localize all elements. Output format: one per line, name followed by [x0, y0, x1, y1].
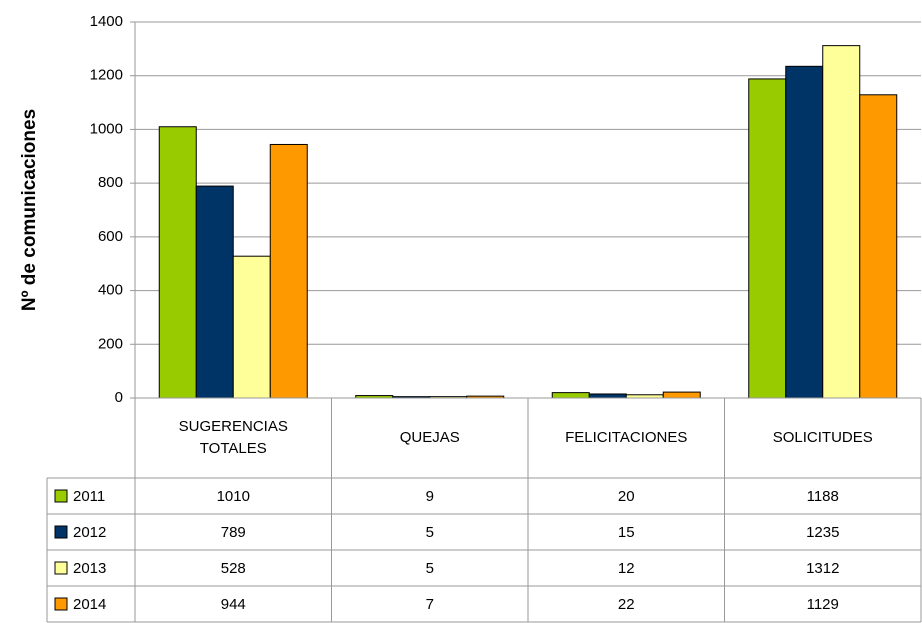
legend-label: 2014: [73, 596, 106, 613]
table-value: 5: [426, 560, 434, 577]
x-tick-label-box: SUGERENCIAS TOTALES: [178, 418, 288, 457]
y-tick-label: 1000: [90, 120, 123, 137]
bar: [232, 255, 271, 399]
table-value: 12: [618, 560, 635, 577]
x-tick-label-box: QUEJAS: [399, 429, 460, 446]
legend-swatch: [54, 597, 68, 611]
bar: [195, 185, 234, 399]
table-value: 1188: [807, 488, 839, 505]
bar: [748, 78, 787, 399]
x-tick-label: SUGERENCIAS TOTALES: [178, 418, 288, 457]
x-tick-label-box: SOLICITUDES: [772, 429, 873, 446]
table-value: 528: [221, 560, 246, 577]
table-value: 1010: [217, 488, 250, 505]
table-value: 5: [426, 524, 434, 541]
legend-label: 2012: [73, 524, 106, 541]
legend-swatch: [54, 561, 68, 575]
table-value: 7: [426, 596, 434, 613]
legend-swatch: [54, 489, 68, 503]
x-tick-label-box: FELICITACIONES: [565, 429, 688, 446]
legend-label: 2011: [73, 488, 105, 505]
y-tick-label: 0: [115, 389, 123, 406]
bar: [269, 143, 308, 399]
x-tick-label: SOLICITUDES: [772, 429, 873, 446]
legend-swatch: [54, 525, 68, 539]
table-value: 944: [221, 596, 246, 613]
bar: [158, 126, 197, 399]
y-tick-label: 1400: [90, 13, 123, 30]
bar: [822, 45, 861, 399]
legend-label: 2013: [73, 560, 106, 577]
x-tick-label: QUEJAS: [399, 429, 460, 446]
table-value: 15: [618, 524, 635, 541]
y-tick-label: 800: [98, 174, 123, 191]
table-value: 1235: [806, 524, 839, 541]
table-value: 9: [426, 488, 434, 505]
bar: [859, 94, 898, 399]
table-value: 1129: [807, 596, 839, 613]
y-tick-label: 1200: [90, 67, 123, 84]
table-value: 20: [618, 488, 635, 505]
y-axis-label: Nº de comunicaciones: [19, 109, 40, 311]
table-value: 1312: [806, 560, 839, 577]
table-value: 22: [618, 596, 635, 613]
x-tick-label: FELICITACIONES: [565, 429, 688, 446]
y-tick-label: 600: [98, 228, 123, 245]
y-tick-label: 400: [98, 282, 123, 299]
table-value: 789: [221, 524, 246, 541]
bar: [785, 65, 824, 399]
y-tick-label: 200: [98, 335, 123, 352]
